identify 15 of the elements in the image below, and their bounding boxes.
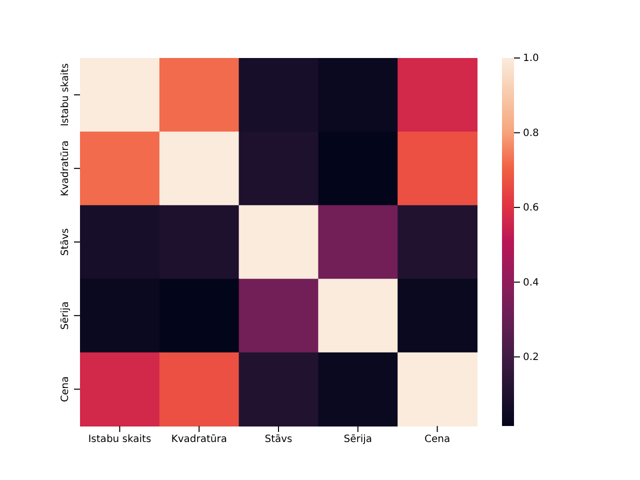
y-tick-label: Cena xyxy=(60,376,71,402)
y-tick-label: Sērija xyxy=(60,301,71,330)
color-bar-label: 0.8 xyxy=(523,128,539,139)
x-tick-label: Cena xyxy=(424,434,450,446)
color-bar-label: 0.6 xyxy=(523,202,539,214)
color-bar-label: 0.2 xyxy=(523,352,539,364)
y-tick-label: Stāvs xyxy=(60,228,71,256)
x-tick-label: Stāvs xyxy=(264,434,292,446)
x-tick-label: Istabu skaits xyxy=(88,434,152,446)
x-tick-label: Kvadratūra xyxy=(171,434,227,446)
x-tick-label: Sērija xyxy=(344,434,372,446)
color-bar-label: 1.0 xyxy=(523,53,539,64)
y-tick-label: Istabu skaits xyxy=(60,63,71,126)
color-bar-label: 0.4 xyxy=(523,277,539,288)
y-tick-label: Kvadratūra xyxy=(60,140,71,196)
